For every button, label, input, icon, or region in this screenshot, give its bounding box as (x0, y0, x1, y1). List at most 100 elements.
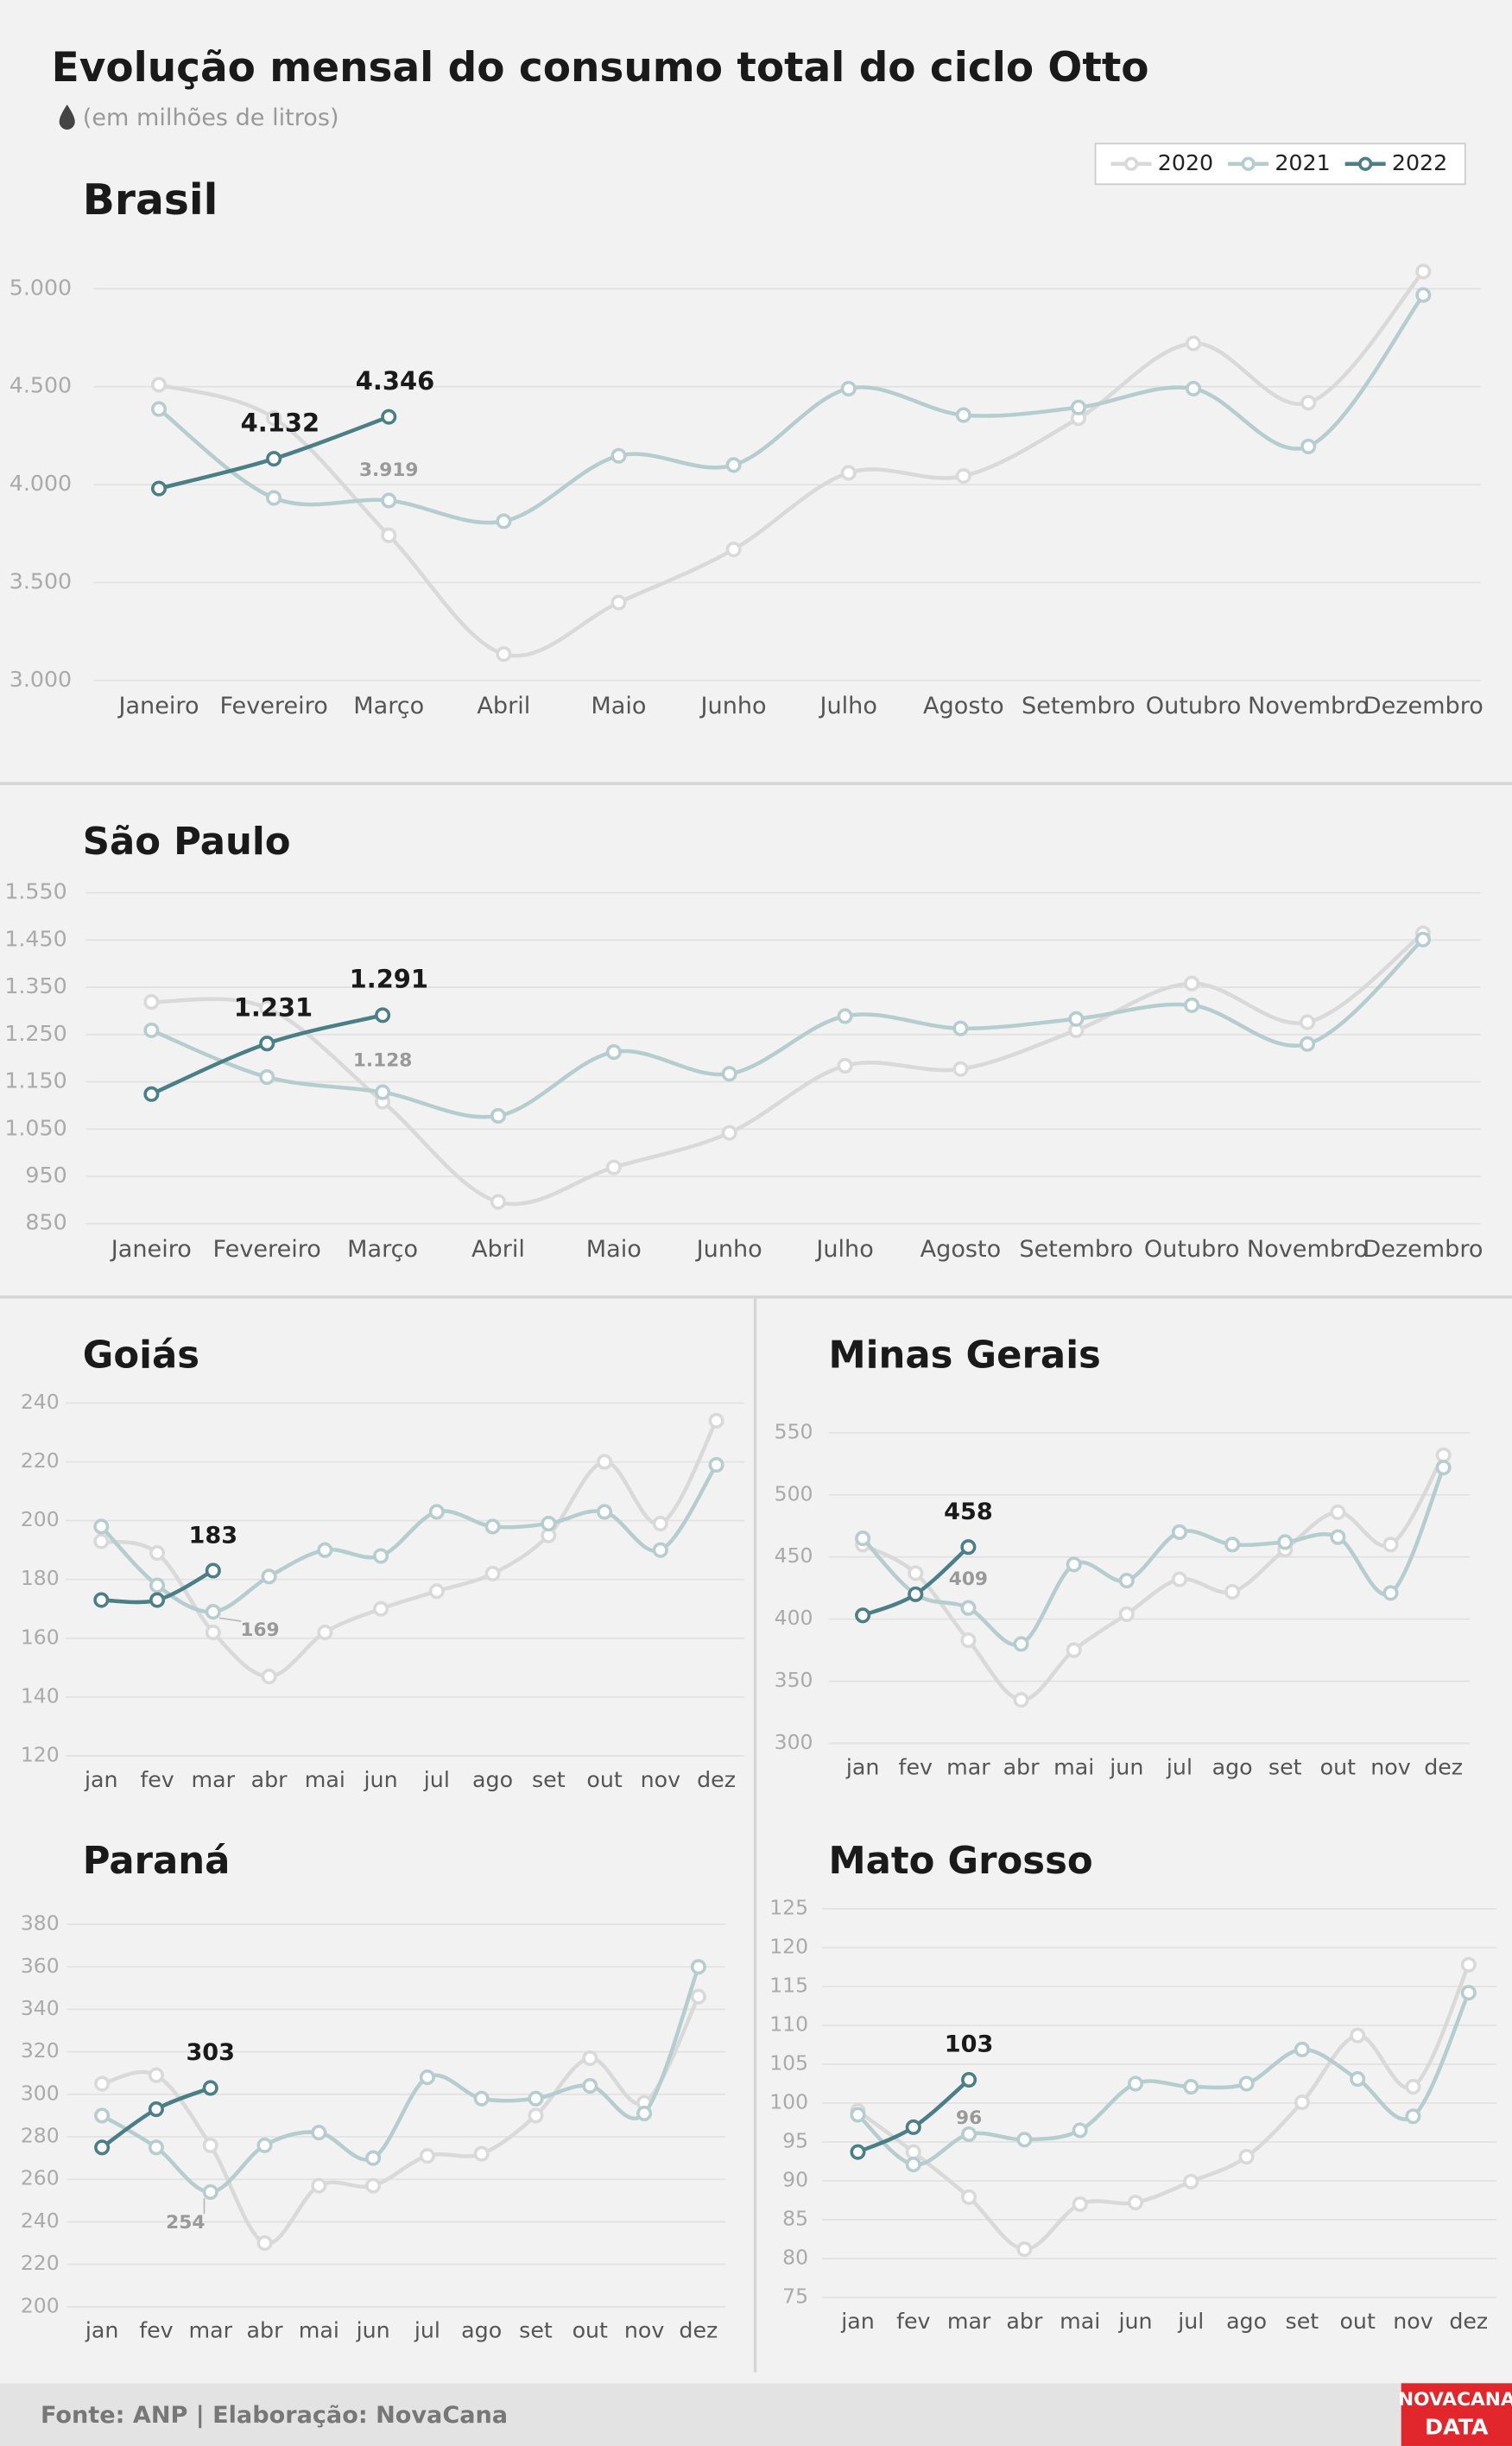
x-tick-label: jul (1177, 2309, 1204, 2334)
x-tick-label: Setembro (1019, 1236, 1133, 1263)
x-tick-label: Abril (477, 693, 530, 719)
data-label: 183 (189, 1522, 238, 1549)
point (1070, 399, 1086, 415)
point (94, 2107, 111, 2124)
x-tick-label: fev (899, 1754, 933, 1779)
point (202, 2080, 218, 2096)
point (905, 2144, 921, 2160)
y-tick-label: 115 (769, 1973, 808, 1997)
point (1171, 1524, 1187, 1540)
page-title: Evolução mensal do consumo total do cicl… (52, 44, 1149, 92)
point (94, 2139, 111, 2156)
point (960, 1632, 977, 1649)
point (721, 1066, 737, 1082)
point (582, 2077, 598, 2094)
point (202, 2137, 218, 2153)
data-label: 1.291 (350, 965, 428, 994)
x-tick-label: jun (1109, 1754, 1143, 1779)
legend-label: 2022 (1392, 150, 1447, 175)
chart-title: Goiás (83, 1334, 199, 1378)
point (1118, 1572, 1135, 1589)
point (1238, 2075, 1255, 2092)
point (381, 409, 397, 425)
data-label: 254 (166, 2212, 205, 2234)
point (202, 2183, 218, 2201)
point (1238, 2149, 1255, 2165)
y-tick-label: 500 (775, 1481, 813, 1505)
point (428, 1504, 445, 1520)
y-tick-label: 110 (769, 2012, 808, 2036)
x-tick-label: dez (697, 1767, 736, 1792)
point (1072, 2196, 1088, 2212)
point (1300, 1014, 1316, 1030)
point (205, 1562, 221, 1579)
point (261, 1668, 277, 1685)
point (1435, 1447, 1452, 1463)
point (317, 1624, 333, 1641)
x-tick-label: Abril (471, 1236, 525, 1263)
data-label: 458 (944, 1499, 993, 1525)
point (952, 1061, 969, 1077)
x-tick-label: mar (946, 1754, 990, 1779)
point (143, 994, 160, 1011)
point (610, 594, 627, 611)
point (952, 1020, 969, 1036)
x-tick-label: jan (845, 1754, 880, 1779)
x-tick-label: nov (1393, 2309, 1433, 2334)
x-tick-label: jun (364, 1767, 398, 1792)
x-tick-label: set (532, 1767, 566, 1792)
point (317, 1542, 333, 1558)
point (605, 1159, 622, 1175)
point (1171, 1571, 1187, 1587)
point (1127, 2195, 1144, 2211)
point (93, 1533, 110, 1549)
point (311, 2125, 327, 2141)
x-tick-label: ago (461, 2318, 502, 2343)
series-line (158, 269, 1426, 658)
y-tick-label: 950 (25, 1163, 66, 1188)
point (652, 1516, 668, 1532)
point (1013, 1692, 1029, 1708)
x-tick-label: ago (472, 1767, 513, 1792)
point (1415, 263, 1432, 280)
legend-marker (1241, 156, 1256, 171)
x-tick-label: Dezembro (1363, 1236, 1483, 1263)
point (721, 1125, 737, 1141)
point (1415, 287, 1432, 303)
point (93, 1592, 110, 1608)
x-tick-label: mai (1060, 2309, 1100, 2334)
y-tick-label: 320 (21, 2038, 60, 2063)
point (148, 2139, 164, 2156)
x-tick-label: mar (188, 2318, 232, 2343)
point (837, 1057, 853, 1074)
point (840, 380, 857, 397)
y-tick-label: 240 (21, 1390, 60, 1414)
point (905, 2119, 921, 2135)
data-label: 1.231 (234, 992, 313, 1022)
x-tick-label: Fevereiro (219, 693, 327, 719)
y-tick-label: 160 (21, 1625, 60, 1649)
point (496, 646, 512, 662)
point (1350, 2027, 1366, 2044)
subtitle: (em milhões de litros) (83, 105, 339, 131)
point (1224, 1583, 1241, 1600)
point (1186, 380, 1202, 397)
x-tick-label: nov (641, 1767, 680, 1792)
y-tick-label: 1.050 (4, 1115, 66, 1140)
logo-text: DATA (1425, 2415, 1489, 2440)
footer: Fonte: ANP | Elaboração: NovaCana (41, 2402, 508, 2429)
x-tick-label: jun (356, 2318, 390, 2343)
x-tick-label: abr (1006, 2309, 1043, 2334)
y-tick-label: 300 (775, 1730, 813, 1754)
point (375, 1007, 391, 1023)
series-line (150, 938, 1425, 1119)
point (259, 1036, 275, 1052)
data-label: 1.128 (353, 1049, 413, 1071)
x-tick-label: out (1320, 1754, 1356, 1779)
point (373, 1548, 389, 1564)
x-tick-label: jul (1166, 1754, 1193, 1779)
point (690, 1959, 706, 1975)
x-tick-label: abr (251, 1767, 288, 1792)
point (1072, 2122, 1088, 2139)
